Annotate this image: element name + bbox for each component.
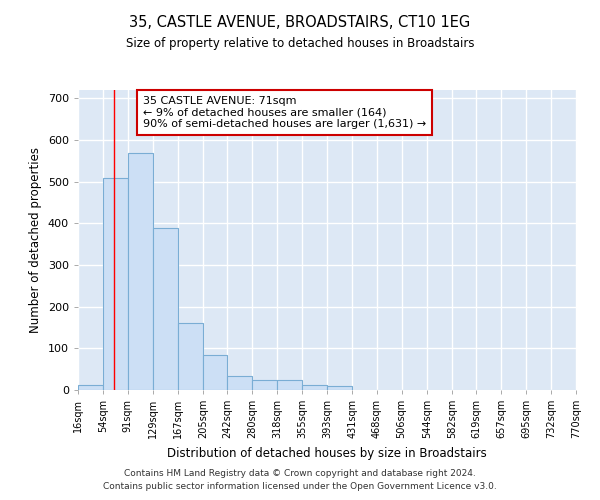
Text: Contains HM Land Registry data © Crown copyright and database right 2024.: Contains HM Land Registry data © Crown c… xyxy=(124,468,476,477)
Bar xyxy=(203,356,227,390)
Text: 35 CASTLE AVENUE: 71sqm
← 9% of detached houses are smaller (164)
90% of semi-de: 35 CASTLE AVENUE: 71sqm ← 9% of detached… xyxy=(143,96,426,129)
Bar xyxy=(178,324,203,390)
Bar xyxy=(78,384,103,390)
Text: Size of property relative to detached houses in Broadstairs: Size of property relative to detached ho… xyxy=(126,38,474,51)
Bar xyxy=(227,376,253,390)
Text: 35, CASTLE AVENUE, BROADSTAIRS, CT10 1EG: 35, CASTLE AVENUE, BROADSTAIRS, CT10 1EG xyxy=(130,15,470,30)
Bar xyxy=(253,380,277,390)
Bar xyxy=(302,385,327,390)
Text: Contains public sector information licensed under the Open Government Licence v3: Contains public sector information licen… xyxy=(103,482,497,491)
X-axis label: Distribution of detached houses by size in Broadstairs: Distribution of detached houses by size … xyxy=(167,446,487,460)
Bar xyxy=(128,154,152,390)
Bar xyxy=(103,178,128,390)
Bar xyxy=(152,228,178,390)
Y-axis label: Number of detached properties: Number of detached properties xyxy=(29,147,42,333)
Bar xyxy=(327,386,352,390)
Bar xyxy=(277,380,302,390)
